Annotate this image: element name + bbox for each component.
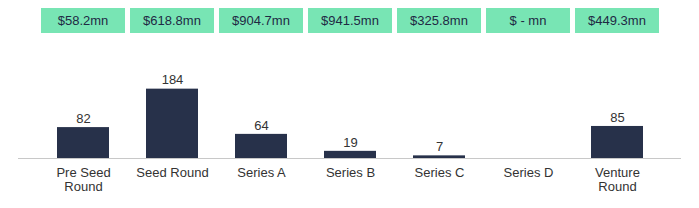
svg-text:$325.8mn: $325.8mn bbox=[410, 13, 468, 28]
svg-text:$904.7mn: $904.7mn bbox=[232, 13, 290, 28]
svg-text:$941.5mn: $941.5mn bbox=[321, 13, 379, 28]
svg-text:$58.2mn: $58.2mn bbox=[58, 13, 109, 28]
svg-text:Series D: Series D bbox=[504, 165, 554, 180]
svg-text:VentureRound: VentureRound bbox=[595, 165, 640, 194]
svg-text:85: 85 bbox=[610, 110, 624, 125]
svg-text:7: 7 bbox=[436, 139, 443, 154]
svg-text:Pre SeedRound: Pre SeedRound bbox=[56, 165, 110, 194]
svg-text:19: 19 bbox=[343, 134, 357, 149]
svg-text:64: 64 bbox=[254, 118, 268, 133]
svg-text:82: 82 bbox=[76, 111, 90, 126]
svg-text:Seed Round: Seed Round bbox=[136, 165, 208, 180]
svg-text:Series B: Series B bbox=[326, 165, 375, 180]
svg-text:184: 184 bbox=[162, 72, 184, 87]
svg-text:$618.8mn: $618.8mn bbox=[143, 13, 201, 28]
svg-text:$ - mn: $ - mn bbox=[510, 13, 547, 28]
svg-text:$449.3mn: $449.3mn bbox=[588, 13, 646, 28]
svg-text:Series C: Series C bbox=[415, 165, 465, 180]
svg-text:Series A: Series A bbox=[237, 165, 286, 180]
